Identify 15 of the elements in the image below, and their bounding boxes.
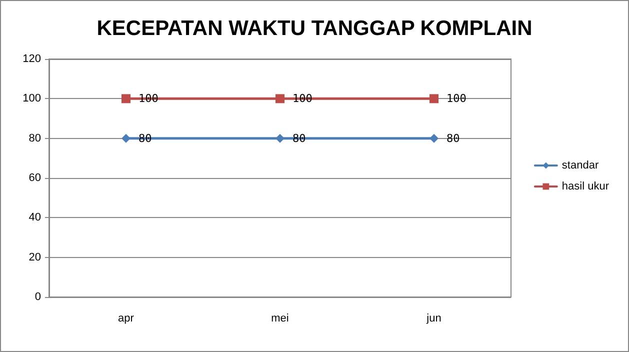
y-tick-label: 60 bbox=[28, 172, 41, 184]
y-tick-label: 20 bbox=[28, 251, 41, 264]
legend-label: standar bbox=[562, 160, 599, 172]
legend-label: hasil ukur bbox=[562, 180, 610, 192]
data-label: 100 bbox=[446, 92, 466, 106]
y-tick-label: 0 bbox=[34, 291, 41, 303]
x-tick-label: jun bbox=[426, 312, 442, 324]
y-tick-label: 40 bbox=[28, 212, 41, 224]
x-tick-label: apr bbox=[118, 312, 134, 324]
y-tick-label: 100 bbox=[22, 92, 41, 105]
y-tick-label: 80 bbox=[28, 132, 41, 144]
chart-title: KECEPATAN WAKTU TANGGAP KOMPLAIN bbox=[96, 17, 532, 40]
y-tick-label: 120 bbox=[22, 53, 41, 65]
data-label: 80 bbox=[446, 132, 460, 145]
x-tick-label: mei bbox=[271, 312, 289, 324]
